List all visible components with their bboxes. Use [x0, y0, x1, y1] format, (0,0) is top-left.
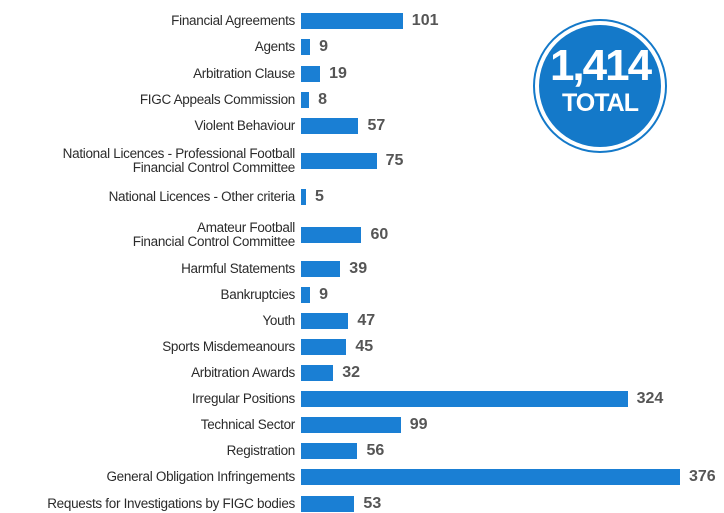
category-label: General Obligation Infringements	[106, 469, 295, 484]
category-label: Technical Sector	[200, 417, 296, 432]
bar	[301, 92, 310, 108]
bar	[301, 339, 347, 355]
category-label: Arbitration Awards	[191, 365, 295, 380]
bar	[301, 261, 341, 277]
category-label: Amateur Football Financial Control Commi…	[132, 220, 296, 249]
category-label: Arbitration Clause	[193, 66, 295, 81]
category-label: Registration	[226, 443, 296, 458]
bar	[301, 365, 334, 381]
category-label: Sports Misdemeanours	[162, 339, 295, 354]
value-label: 45	[355, 338, 374, 355]
bar	[301, 287, 311, 303]
category-label: National Licences - Other criteria	[108, 189, 296, 204]
total-value: 1,414	[550, 41, 653, 90]
category-label: Bankruptcies	[220, 287, 296, 302]
bar	[301, 39, 311, 55]
badge-circle	[539, 25, 661, 147]
category-label: Irregular Positions	[191, 391, 295, 406]
value-label: 99	[409, 416, 428, 433]
bar	[301, 118, 359, 134]
category-label: Financial Agreements	[171, 13, 295, 28]
category-label: National Licences - Professional Footbal…	[62, 146, 296, 175]
value-label: 75	[385, 152, 404, 169]
category-label: Youth	[262, 313, 295, 328]
bar	[301, 391, 628, 407]
value-label: 101	[411, 12, 439, 29]
value-label: 9	[319, 38, 328, 55]
bar	[301, 153, 377, 169]
value-label: 8	[318, 91, 327, 108]
bar	[301, 496, 355, 512]
value-label: 19	[329, 65, 347, 82]
bar	[301, 189, 307, 205]
value-label: 5	[315, 188, 324, 205]
category-label: FIGC Appeals Commission	[139, 92, 295, 107]
value-label: 47	[357, 312, 376, 329]
value-label: 56	[366, 442, 385, 459]
value-label: 60	[370, 226, 389, 243]
bar	[301, 469, 680, 485]
value-label: 324	[636, 390, 664, 407]
category-label: Violent Behaviour	[194, 118, 296, 133]
value-label: 53	[363, 495, 382, 512]
value-label: 376	[689, 468, 716, 485]
category-label: Agents	[254, 39, 296, 54]
category-label: Requests for Investigations by FIGC bodi…	[47, 496, 295, 511]
bar	[301, 13, 403, 29]
category-label: Harmful Statements	[181, 261, 295, 276]
value-label: 57	[367, 117, 386, 134]
total-label: TOTAL	[562, 89, 639, 117]
bar	[301, 417, 401, 433]
bar	[301, 313, 349, 329]
value-label: 9	[319, 286, 328, 303]
value-label: 32	[342, 364, 361, 381]
bar	[301, 227, 362, 243]
value-label: 39	[349, 260, 368, 277]
bar	[301, 443, 358, 459]
bar	[301, 66, 321, 82]
